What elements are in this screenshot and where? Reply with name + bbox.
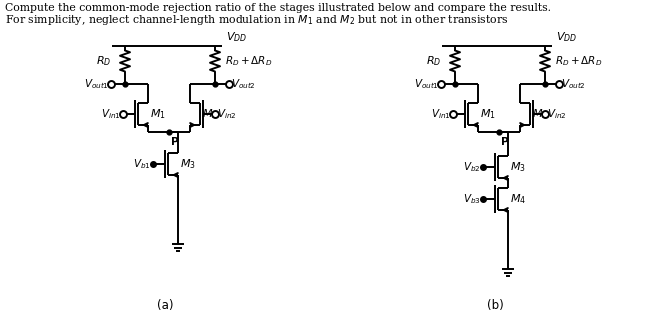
Text: $M_1$: $M_1$ [150,107,166,121]
Text: $M_2$: $M_2$ [532,107,548,121]
Text: $R_D+\Delta R_D$: $R_D+\Delta R_D$ [225,54,272,68]
Text: $R_D$: $R_D$ [96,54,111,68]
Text: $M_3$: $M_3$ [180,157,196,171]
Text: P: P [501,137,509,147]
Text: $V_{DD}$: $V_{DD}$ [226,30,247,44]
Text: P: P [171,137,179,147]
Text: $R_D$: $R_D$ [426,54,441,68]
Text: $V_{b1}$: $V_{b1}$ [134,157,151,171]
Text: $V_{in1}$: $V_{in1}$ [431,107,451,121]
Text: Compute the common-mode rejection ratio of the stages illustrated below and comp: Compute the common-mode rejection ratio … [5,3,551,13]
Text: $V_{in2}$: $V_{in2}$ [217,107,236,121]
Text: $V_{b3}$: $V_{b3}$ [463,192,481,206]
Text: $M_2$: $M_2$ [202,107,217,121]
Text: For simplicity, neglect channel-length modulation in $\mathit{M}_1$ and $\mathit: For simplicity, neglect channel-length m… [5,13,508,27]
Text: $V_{b2}$: $V_{b2}$ [464,160,481,174]
Text: $M_3$: $M_3$ [510,160,526,174]
Text: $V_{out1}$: $V_{out1}$ [84,77,109,91]
Text: $V_{out2}$: $V_{out2}$ [231,77,256,91]
Text: $V_{in1}$: $V_{in1}$ [102,107,121,121]
Text: (b): (b) [487,299,504,313]
Text: $V_{in2}$: $V_{in2}$ [547,107,567,121]
Text: $V_{out2}$: $V_{out2}$ [561,77,586,91]
Text: (a): (a) [157,299,174,313]
Text: $V_{out1}$: $V_{out1}$ [414,77,439,91]
Text: $M_1$: $M_1$ [480,107,496,121]
Text: $R_D+\Delta R_D$: $R_D+\Delta R_D$ [555,54,603,68]
Text: $V_{DD}$: $V_{DD}$ [556,30,577,44]
Text: $M_4$: $M_4$ [510,192,526,206]
